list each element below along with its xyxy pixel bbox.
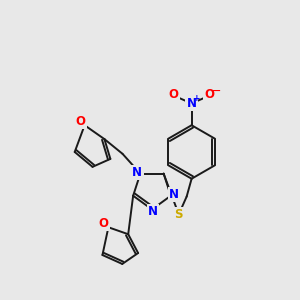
Text: N: N — [148, 205, 158, 218]
Text: N: N — [187, 97, 196, 110]
Text: S: S — [175, 208, 183, 221]
Text: −: − — [211, 85, 222, 98]
Text: N: N — [132, 166, 142, 179]
Text: O: O — [169, 88, 179, 101]
Text: N: N — [169, 188, 179, 201]
Text: O: O — [98, 217, 108, 230]
Text: O: O — [204, 88, 214, 101]
Text: +: + — [193, 94, 200, 103]
Text: O: O — [76, 115, 85, 128]
